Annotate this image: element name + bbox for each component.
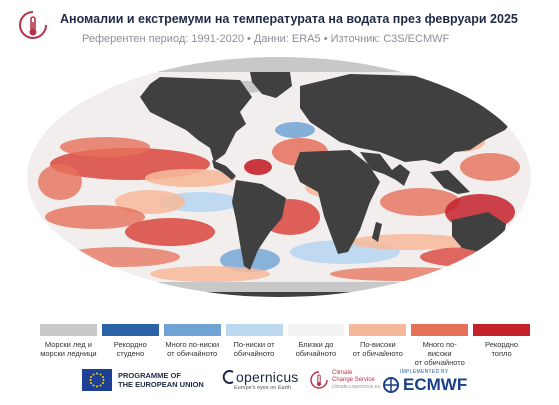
ecmwf-logo: IMPLEMENTED BY ECMWF [382, 369, 467, 395]
arabia-india-land [360, 152, 410, 186]
page-subtitle: Референтен период: 1991-2020 • Данни: ER… [82, 33, 450, 45]
legend-label: По-високи от обичайното [352, 340, 403, 358]
central-america-land [212, 160, 236, 180]
antarctica-land [40, 292, 520, 297]
legend-swatch [163, 324, 221, 336]
eu-programme-logo: PROGRAMME OF THE EUROPEAN UNION [82, 369, 204, 391]
legend-label: Рекордно топло [485, 340, 519, 358]
eu-programme-text: PROGRAMME OF THE EUROPEAN UNION [118, 371, 204, 389]
legend-label: Близки до обичайното [295, 340, 337, 358]
footer-logos: PROGRAMME OF THE EUROPEAN UNION opernicu… [0, 365, 559, 401]
c3s-url: climate.copernicus.eu [332, 384, 381, 390]
copernicus-name: opernicus [236, 369, 299, 385]
world-sst-anomaly-map [27, 57, 531, 297]
legend-swatch [40, 324, 97, 336]
page-title: Аномалии и екстремуми на температурата н… [60, 12, 518, 26]
legend-swatch [101, 324, 159, 336]
legend-swatch [349, 324, 407, 336]
eu-flag-icon [82, 369, 112, 391]
legend-label: По-ниски от обичайното [233, 340, 275, 358]
africa-land [294, 150, 380, 254]
north-america-land [140, 77, 252, 162]
legend-label: Морски лед и морски ледници [40, 340, 97, 358]
legend-item: По-високи от обичайното [349, 324, 407, 367]
legend-swatch [411, 324, 469, 336]
legend-item: Много по-ниски от обичайното [163, 324, 221, 367]
legend-label: Много по-високи от обичайното [414, 340, 465, 367]
legend-item: Морски лед и морски ледници [40, 324, 97, 367]
eurasia-land [300, 74, 520, 164]
land-masses [40, 72, 526, 297]
ecmwf-globe-icon [383, 377, 399, 393]
new-zealand-land [516, 252, 526, 266]
southeast-asia-land [430, 170, 470, 194]
greenland-land [250, 72, 292, 98]
c3s-thermometer-icon [310, 371, 328, 389]
legend-item: Рекордно студено [101, 324, 159, 367]
legend-swatch [473, 324, 530, 336]
copernicus-c-icon [222, 370, 234, 384]
copernicus-logo: opernicus Europe's eyes on Earth [222, 369, 299, 391]
legend-label: Рекордно студено [113, 340, 147, 358]
ecmwf-name: ECMWF [403, 375, 468, 394]
legend-item: Близки до обичайното [287, 324, 345, 367]
c3s-thermometer-logo-icon [19, 11, 47, 39]
c3s-text: Climate Change Service [332, 370, 375, 383]
ecmwf-implemented-by: IMPLEMENTED BY [400, 369, 449, 375]
south-america-land [232, 180, 286, 270]
legend: Морски лед и морски ледници Рекордно студ… [40, 324, 530, 367]
copernicus-tagline: Europe's eyes on Earth [234, 385, 292, 391]
legend-swatch [287, 324, 345, 336]
legend-item: Рекордно топло [473, 324, 530, 367]
madagascar-land [372, 222, 382, 242]
legend-item: Много по-високи от обичайното [411, 324, 469, 367]
legend-item: По-ниски от обичайното [225, 324, 283, 367]
legend-label: Много по-ниски от обичайното [165, 340, 220, 358]
c3s-logo: Climate Change Service climate.copernicu… [310, 370, 380, 390]
legend-swatch [225, 324, 283, 336]
